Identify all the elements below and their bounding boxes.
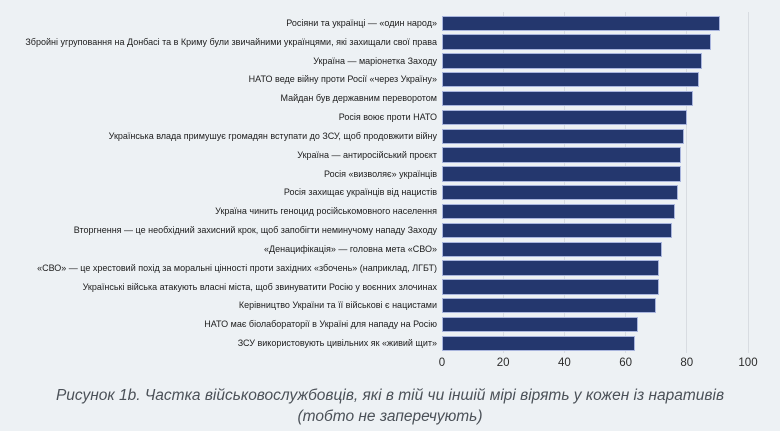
chart-row: НАТО веде війну проти Росії «через Украї…	[0, 70, 780, 89]
bar-track	[442, 165, 748, 184]
chart-row: Українська влада примушує громадян вступ…	[0, 127, 780, 146]
figure-caption: Рисунок 1b. Частка військовослужбовців, …	[0, 385, 780, 427]
category-label: Росія захищає українців від нацистів	[283, 187, 437, 198]
bar-track	[442, 33, 748, 52]
chart-row: Вторгнення — це необхідний захисний крок…	[0, 221, 780, 240]
chart-row: ЗСУ використовують цивільних як «живий щ…	[0, 334, 780, 353]
bar	[442, 185, 678, 201]
category-label: Україна — антиросійський проєкт	[297, 149, 437, 160]
gridline-20	[502, 12, 504, 353]
bar	[442, 260, 660, 276]
x-axis-tick-label: 40	[557, 357, 571, 369]
bar-track	[442, 240, 748, 259]
bar-track	[442, 127, 748, 146]
gridline-80	[686, 12, 688, 353]
bar-track	[442, 146, 748, 165]
bar-track	[442, 202, 748, 221]
bar	[442, 279, 660, 295]
horizontal-bar-chart: Росіяни та українці — «один народ» Зброй…	[0, 14, 780, 353]
chart-row: «СВО» — це хрестовий похід за моральні ц…	[0, 259, 780, 278]
chart-row: Збройні угруповання на Донбасі та в Крим…	[0, 33, 780, 52]
bar	[442, 34, 712, 50]
category-label: Керівництво України та її військові є на…	[238, 300, 437, 311]
bar-track	[442, 52, 748, 71]
category-label: НАТО має біолабораторії в Україні для на…	[204, 319, 437, 330]
bar-track	[442, 259, 748, 278]
category-label: ЗСУ використовують цивільних як «живий щ…	[237, 337, 437, 348]
x-axis-tick-label: 80	[680, 357, 694, 369]
chart-row: Україна чинить геноцид російськомовного …	[0, 202, 780, 221]
category-label: Росія «визволяє» українців	[324, 168, 437, 179]
bar	[442, 109, 687, 126]
bar	[442, 335, 635, 352]
bar	[442, 147, 681, 163]
chart-row: Україна — антиросійський проєкт	[0, 146, 780, 165]
bar-track	[442, 296, 748, 315]
bar	[442, 316, 638, 333]
bar	[442, 53, 703, 69]
bar	[442, 241, 663, 257]
chart-row: Україна — маріонетка Заходу	[0, 52, 780, 71]
x-axis: 0 20 40 60 80 100	[438, 357, 758, 371]
category-label: Росіяни та українці — «один народ»	[286, 17, 437, 28]
bar	[442, 128, 684, 144]
chart-row: Майдан був державним переворотом	[0, 89, 780, 108]
chart-row: Росія захищає українців від нацистів	[0, 183, 780, 202]
bar-track	[442, 14, 748, 33]
x-axis-tick-label: 60	[619, 357, 632, 369]
category-label: НАТО веде війну проти Росії «через Украї…	[248, 74, 437, 85]
caption-line-2: (тобто не заперечують)	[297, 408, 483, 425]
bar	[442, 72, 700, 88]
chart-row: Керівництво України та її військові є на…	[0, 296, 780, 315]
chart-row: Українські війська атакують власні міста…	[0, 278, 780, 297]
caption-line-1: Рисунок 1b. Частка військовослужбовців, …	[55, 387, 725, 404]
bar	[442, 298, 657, 314]
bar	[442, 15, 721, 31]
category-label: Україна чинить геноцид російськомовного …	[215, 206, 437, 217]
bar-track	[442, 70, 748, 89]
bar	[442, 203, 675, 220]
category-label: Україна — маріонетка Заходу	[313, 55, 437, 66]
x-axis-tick-label: 100	[738, 357, 758, 369]
category-label: Вторгнення — це необхідний захисний крок…	[73, 225, 437, 236]
x-axis-tick-label: 0	[438, 357, 446, 369]
category-label: Майдан був державним переворотом	[280, 93, 437, 104]
category-label: «Денацифікація» — головна мета «СВО»	[264, 243, 437, 254]
bar	[442, 90, 693, 107]
x-axis-tick-label: 20	[496, 357, 510, 369]
chart-row: Росіяни та українці — «один народ»	[0, 14, 780, 33]
bar-track	[442, 108, 748, 127]
chart-row: Росія воює проти НАТО	[0, 108, 780, 127]
bar-track	[442, 278, 748, 297]
category-label: Українські війська атакують власні міста…	[82, 281, 437, 292]
category-label: Збройні угруповання на Донбасі та в Крим…	[25, 36, 437, 47]
bar	[442, 222, 672, 239]
category-label: «СВО» — це хрестовий похід за моральні ц…	[37, 262, 437, 273]
chart-row: «Денацифікація» — головна мета «СВО»	[0, 240, 780, 259]
bar-track	[442, 183, 748, 202]
gridlines-layer	[442, 12, 749, 353]
category-label: Українська влада примушує громадян вступ…	[108, 130, 437, 141]
gridline-100	[747, 12, 749, 353]
gridline-40	[563, 12, 565, 353]
bar-track	[442, 334, 748, 353]
category-label: Росія воює проти НАТО	[338, 112, 437, 123]
bar-track	[442, 315, 748, 334]
bar-track	[442, 221, 748, 240]
chart-row: НАТО має біолабораторії в Україні для на…	[0, 315, 780, 334]
bar	[442, 166, 681, 182]
gridline-60	[625, 12, 627, 353]
bar-track	[442, 89, 748, 108]
chart-row: Росія «визволяє» українців	[0, 165, 780, 184]
